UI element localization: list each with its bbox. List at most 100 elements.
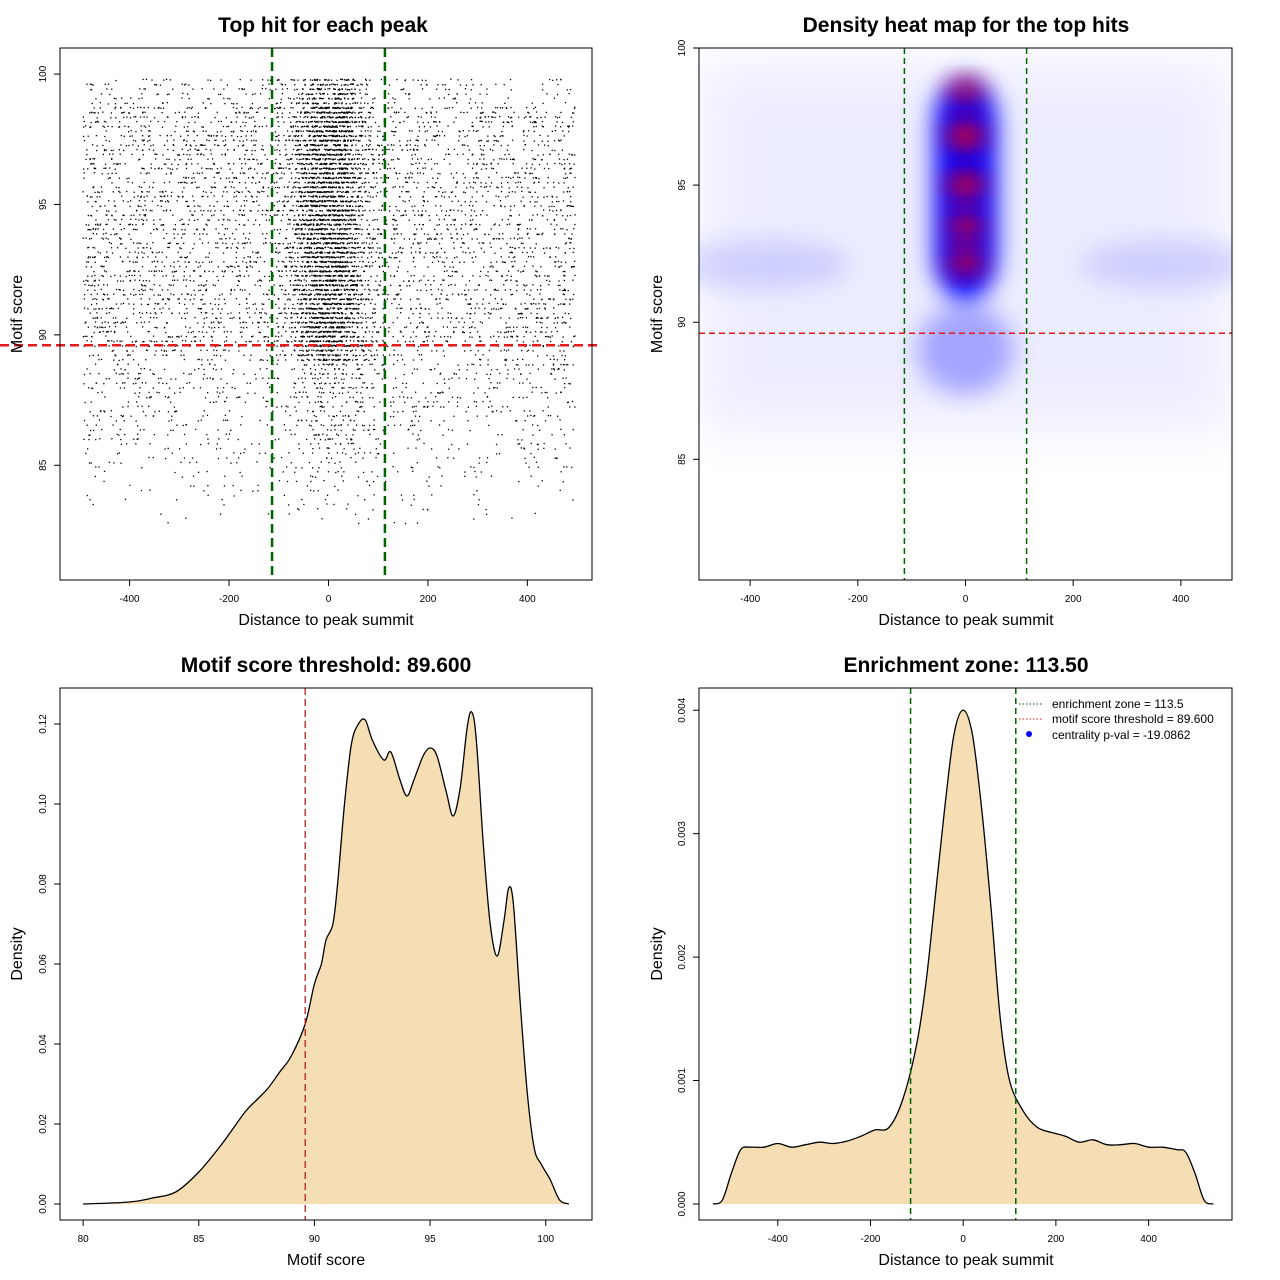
data-point (419, 247, 421, 249)
data-point (492, 266, 494, 268)
data-point (331, 242, 334, 244)
data-point (326, 243, 328, 245)
data-point (256, 252, 258, 254)
data-point (477, 350, 479, 352)
data-point (349, 299, 352, 301)
data-point (341, 237, 344, 239)
data-point (478, 284, 481, 286)
data-point (83, 280, 85, 282)
data-point (479, 358, 481, 361)
data-point (286, 480, 289, 483)
data-point (106, 256, 108, 258)
data-point (345, 270, 347, 272)
data-point (124, 498, 127, 500)
data-point (440, 247, 443, 250)
data-point (98, 308, 100, 310)
data-point (311, 243, 314, 245)
data-point (304, 270, 306, 272)
data-point (369, 265, 371, 267)
data-point (438, 424, 441, 426)
data-point (335, 232, 337, 235)
data-point (331, 326, 333, 329)
data-point (85, 279, 87, 281)
data-point (558, 368, 560, 370)
data-point (467, 420, 469, 422)
data-point (268, 275, 270, 277)
data-point (254, 373, 256, 376)
data-point (167, 447, 169, 449)
data-point (304, 265, 306, 267)
data-point (316, 275, 318, 277)
data-point (553, 368, 555, 370)
data-point (314, 377, 316, 379)
data-point (331, 364, 333, 366)
data-point (174, 279, 176, 281)
data-point (359, 228, 361, 230)
data-point (513, 237, 515, 239)
data-point (321, 261, 323, 263)
data-point (525, 462, 527, 464)
data-point (343, 289, 345, 291)
data-point (145, 349, 148, 351)
data-point (346, 335, 348, 337)
data-point (289, 246, 291, 248)
data-point (118, 237, 121, 239)
data-point (284, 429, 287, 431)
data-point (549, 358, 552, 360)
data-point (304, 251, 306, 254)
data-point (187, 331, 189, 333)
data-point (311, 335, 314, 337)
data-point (143, 321, 146, 323)
data-point (102, 326, 104, 329)
data-point (183, 271, 185, 273)
data-point (302, 308, 305, 310)
data-point (349, 294, 352, 296)
data-point (541, 480, 543, 482)
data-point (443, 261, 445, 264)
data-point (474, 307, 477, 309)
data-point (397, 471, 399, 473)
data-point (316, 340, 318, 342)
data-point (178, 312, 181, 314)
data-point (321, 317, 323, 319)
data-point (532, 350, 534, 352)
data-point (484, 313, 486, 315)
data-point (305, 312, 307, 314)
data-point (460, 228, 462, 230)
data-point (504, 289, 506, 291)
data-point (368, 330, 371, 333)
data-point (295, 336, 297, 338)
data-point (354, 429, 356, 431)
data-point (341, 335, 343, 338)
data-point (529, 228, 531, 230)
data-point (340, 275, 342, 277)
data-point (141, 285, 143, 287)
data-point (339, 280, 341, 282)
data-point (353, 238, 356, 240)
data-point (145, 280, 147, 282)
data-point (412, 433, 414, 435)
data-point (333, 349, 335, 351)
data-point (447, 299, 449, 301)
data-point (538, 275, 541, 277)
data-point (566, 466, 568, 468)
data-point (351, 377, 353, 379)
data-point (269, 317, 271, 319)
data-point (346, 251, 348, 253)
data-point (341, 392, 344, 394)
data-point (518, 313, 521, 315)
data-point (293, 289, 295, 291)
data-point (379, 280, 382, 282)
data-point (455, 228, 457, 230)
data-point (564, 322, 566, 324)
data-point (370, 251, 373, 253)
data-point (334, 382, 336, 384)
data-point (214, 364, 216, 366)
data-point (393, 401, 395, 403)
data-point (320, 232, 322, 235)
data-point (338, 392, 340, 394)
data-point (314, 434, 317, 436)
data-point (335, 279, 337, 282)
data-point (263, 293, 265, 295)
data-point (296, 302, 299, 305)
